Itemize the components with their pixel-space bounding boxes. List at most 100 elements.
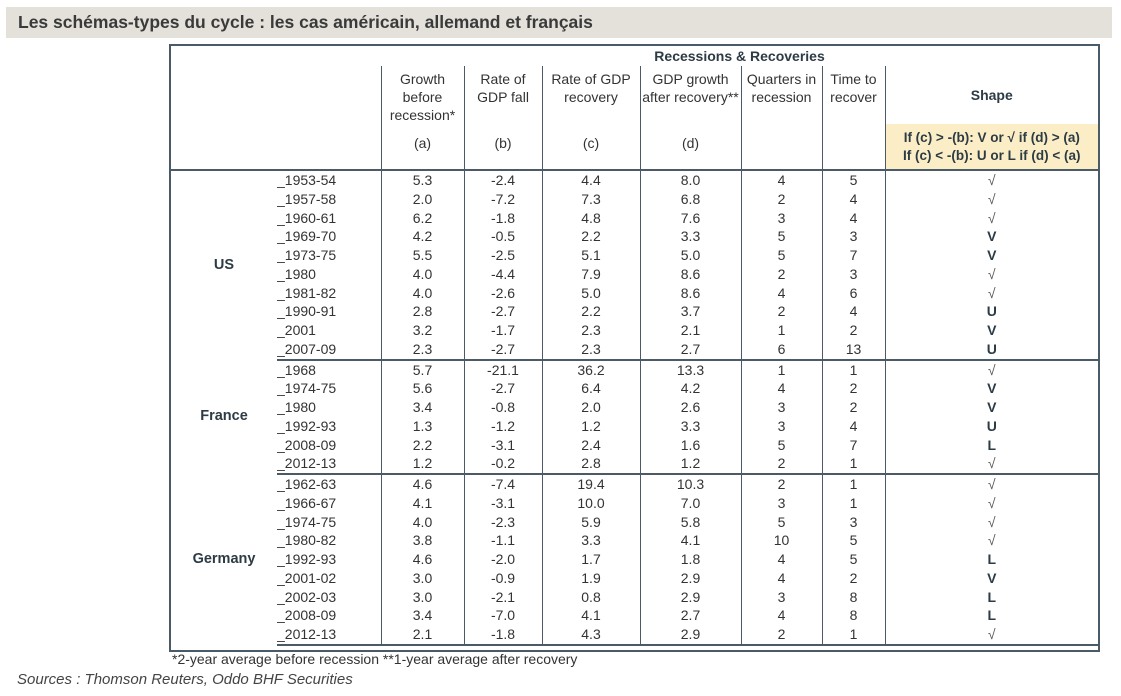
period-cell: _2008-09 xyxy=(277,436,337,453)
time-to-recover-cell: 3 xyxy=(821,264,885,284)
growth-after-cell: 2.9 xyxy=(639,625,741,646)
period-cell: _1980 xyxy=(277,399,316,415)
time-to-recover-cell: 5 xyxy=(821,550,885,569)
time-to-recover-cell: 6 xyxy=(821,283,885,303)
table-row: _1973-75 5.5 -2.5 5.1 5.0 5 7 V xyxy=(171,246,1099,265)
gdp-recovery-cell: 0.8 xyxy=(541,587,640,607)
growth-after-cell: 3.7 xyxy=(639,302,741,321)
col-header-shape: Shape If (c) > -(b): V or √ if (d) > (a)… xyxy=(884,66,1099,171)
quarters-cell: 5 xyxy=(740,227,822,246)
quarters-cell: 6 xyxy=(740,339,822,361)
growth-after-cell: 5.8 xyxy=(639,512,741,532)
time-to-recover-cell: 1 xyxy=(821,474,885,494)
growth-before-cell: 2.2 xyxy=(380,435,464,455)
shape-cell: L xyxy=(884,435,1099,455)
country-label: Germany xyxy=(192,551,256,567)
growth-before-cell: 3.0 xyxy=(380,587,464,607)
time-to-recover-cell: 5 xyxy=(821,531,885,550)
growth-after-cell: 2.9 xyxy=(639,568,741,588)
shape-cell: V xyxy=(884,227,1099,246)
shape-condition-1: If (c) > -(b): V or √ if (d) > (a) xyxy=(903,130,1080,145)
table-row: _2012-13 1.2 -0.2 2.8 1.2 2 1 √ xyxy=(171,454,1099,475)
quarters-cell: 3 xyxy=(740,587,822,607)
period-cell: _1981-82 xyxy=(277,284,337,301)
table-row: _2002-03 3.0 -2.1 0.8 2.9 3 8 L xyxy=(171,587,1099,607)
quarters-cell: 2 xyxy=(740,302,822,321)
shape-cell: √ xyxy=(884,170,1099,190)
gdp-fall-cell: -2.7 xyxy=(463,339,542,361)
growth-after-cell: 1.8 xyxy=(639,550,741,569)
time-to-recover-cell: 4 xyxy=(821,416,885,436)
shape-cell: V xyxy=(884,568,1099,588)
gdp-recovery-cell: 2.8 xyxy=(541,454,640,475)
quarters-cell: 2 xyxy=(740,264,822,284)
growth-after-cell: 6.8 xyxy=(639,189,741,209)
gdp-fall-cell: -0.9 xyxy=(463,568,542,588)
shape-cell: V xyxy=(884,246,1099,265)
gdp-fall-cell: -0.8 xyxy=(463,398,542,417)
col-header-rate-gdp-recovery: Rate of GDP recovery (c) xyxy=(541,66,640,171)
gdp-fall-cell: -2.4 xyxy=(463,170,542,190)
quarters-cell: 2 xyxy=(740,454,822,475)
shape-cell: √ xyxy=(884,189,1099,209)
period-cell: _1957-58 xyxy=(277,190,337,207)
super-header: Recessions & Recoveries xyxy=(654,48,825,64)
gdp-recovery-cell: 7.9 xyxy=(541,264,640,284)
table-row: Germany _1962-63 4.6 -7.4 19.4 10.3 2 1 √ xyxy=(171,474,1099,567)
quarters-cell: 3 xyxy=(740,398,822,417)
shape-cell: U xyxy=(884,416,1099,436)
growth-before-cell: 3.8 xyxy=(380,531,464,550)
gdp-fall-cell: -2.3 xyxy=(463,512,542,532)
growth-before-cell: 2.0 xyxy=(380,189,464,209)
growth-before-cell: 1.2 xyxy=(380,454,464,475)
time-to-recover-cell: 1 xyxy=(821,454,885,475)
shape-cell: V xyxy=(884,398,1099,417)
shape-cell: √ xyxy=(884,512,1099,532)
recessions-table: Recessions & Recoveries Growth before re… xyxy=(171,46,1099,646)
gdp-recovery-cell: 19.4 xyxy=(541,474,640,494)
table-row: US _1953-54 5.3 -2.4 4.4 8.0 4 5 √ xyxy=(171,170,1099,273)
gdp-recovery-cell: 4.3 xyxy=(541,625,640,646)
period-cell: _2012-13 xyxy=(277,625,381,646)
growth-before-cell: 5.6 xyxy=(380,379,464,398)
time-to-recover-cell: 4 xyxy=(821,208,885,228)
table-row: _2001 3.2 -1.7 2.3 2.1 1 2 V xyxy=(171,321,1099,340)
shape-cell: √ xyxy=(884,208,1099,228)
table-row: _1980 4.0 -4.4 7.9 8.6 2 3 √ xyxy=(171,264,1099,284)
growth-before-cell: 5.7 xyxy=(380,359,464,380)
growth-before-cell: 5.3 xyxy=(380,170,464,190)
gdp-fall-cell: -2.1 xyxy=(463,587,542,607)
shape-cell: U xyxy=(884,302,1099,321)
quarters-cell: 4 xyxy=(740,379,822,398)
country-label: France xyxy=(200,408,248,425)
gdp-fall-cell: -7.0 xyxy=(463,606,542,625)
shape-cell: L xyxy=(884,606,1099,625)
shape-condition-2: If (c) < -(b): U or L if (d) < (a) xyxy=(903,148,1081,163)
gdp-recovery-cell: 2.2 xyxy=(541,302,640,321)
period-cell: _1980-82 xyxy=(277,532,337,549)
gdp-recovery-cell: 2.3 xyxy=(541,321,640,340)
shape-cell: V xyxy=(884,321,1099,340)
gdp-recovery-cell: 1.9 xyxy=(541,568,640,588)
growth-after-cell: 8.6 xyxy=(639,283,741,303)
quarters-cell: 4 xyxy=(740,170,822,190)
table-row: _1981-82 4.0 -2.6 5.0 8.6 4 6 √ xyxy=(171,283,1099,303)
gdp-fall-cell: -21.1 xyxy=(463,359,542,380)
period-cell: _2012-13 xyxy=(277,454,381,475)
shape-cell: L xyxy=(884,587,1099,607)
gdp-fall-cell: -2.7 xyxy=(463,302,542,321)
growth-after-cell: 2.7 xyxy=(639,606,741,625)
growth-after-cell: 4.1 xyxy=(639,531,741,550)
gdp-fall-cell: -3.1 xyxy=(463,493,542,513)
period-cell: _1980 xyxy=(277,265,316,282)
growth-before-cell: 4.6 xyxy=(380,550,464,569)
period-cell: _2007-09 xyxy=(277,339,381,361)
quarters-cell: 5 xyxy=(740,512,822,532)
period-cell: _1992-93 xyxy=(277,551,337,567)
quarters-cell: 5 xyxy=(740,435,822,455)
quarters-cell: 1 xyxy=(740,321,822,340)
table-row: _2001-02 3.0 -0.9 1.9 2.9 4 2 V xyxy=(171,568,1099,588)
time-to-recover-cell: 4 xyxy=(821,189,885,209)
gdp-recovery-cell: 2.4 xyxy=(541,435,640,455)
table-row: _1974-75 4.0 -2.3 5.9 5.8 5 3 √ xyxy=(171,512,1099,532)
